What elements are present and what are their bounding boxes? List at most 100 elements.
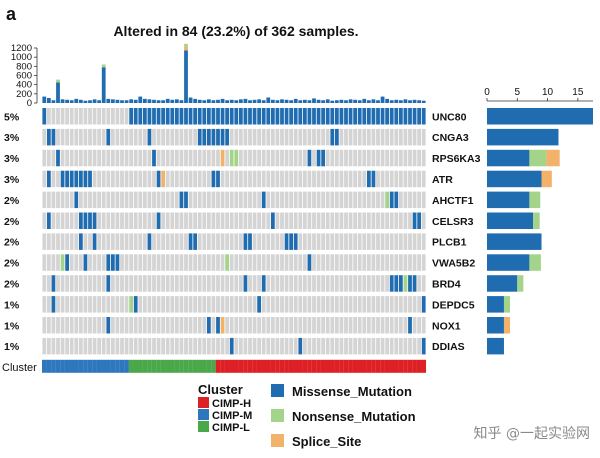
- empty-cell: [238, 212, 243, 229]
- cluster-cell-cimp-h: [357, 359, 363, 373]
- empty-cell: [56, 170, 60, 188]
- empty-cell: [362, 128, 367, 146]
- empty-cell: [293, 212, 298, 229]
- cluster-cell-cimp-h: [288, 359, 294, 373]
- empty-cell: [174, 212, 179, 229]
- empty-cell: [165, 149, 170, 167]
- empty-cell: [389, 212, 394, 229]
- empty-cell: [362, 275, 367, 292]
- cluster-cell-cimp-m: [69, 359, 75, 373]
- empty-cell: [202, 191, 207, 209]
- empty-cell: [225, 275, 230, 292]
- empty-cell: [403, 149, 408, 167]
- mutation-cell-missense: [106, 275, 111, 292]
- empty-cell: [357, 191, 362, 209]
- mutation-cell-missense: [156, 212, 161, 229]
- empty-cell: [142, 233, 147, 250]
- empty-cell: [106, 170, 111, 188]
- empty-cell: [270, 275, 275, 292]
- empty-cell: [307, 337, 312, 355]
- mutation-cell-missense: [362, 108, 367, 125]
- top-bar-missense: [344, 100, 348, 103]
- mutation-cell-missense: [51, 296, 56, 313]
- empty-cell: [115, 149, 120, 167]
- empty-cell: [270, 233, 275, 250]
- empty-cell: [398, 191, 403, 209]
- cluster-cell-cimp-h: [270, 359, 276, 373]
- mutation-cell-missense: [69, 170, 74, 188]
- empty-cell: [325, 149, 330, 167]
- empty-cell: [266, 296, 271, 313]
- empty-cell: [270, 337, 275, 355]
- empty-cell: [248, 212, 252, 229]
- cluster-legend-title: Cluster: [198, 382, 243, 397]
- top-bar-missense: [229, 99, 234, 103]
- empty-cell: [225, 170, 230, 188]
- mutation-cell-missense: [42, 108, 47, 125]
- cluster-legend-swatch: [198, 409, 209, 420]
- empty-cell: [266, 170, 271, 188]
- top-bar-missense: [184, 50, 188, 103]
- empty-cell: [302, 170, 307, 188]
- mutation-cell-missense: [261, 108, 266, 125]
- empty-cell: [156, 191, 161, 209]
- mutation-cell-missense: [206, 317, 211, 334]
- mutation-cell-missense: [316, 108, 321, 125]
- percent-label: 1%: [4, 320, 20, 332]
- top-bar-missense: [56, 82, 60, 103]
- empty-cell: [133, 170, 138, 188]
- empty-cell: [385, 296, 390, 313]
- empty-cell: [316, 128, 321, 146]
- top-bar-missense: [398, 100, 403, 103]
- cluster-cell-cimp-h: [261, 359, 267, 373]
- empty-cell: [165, 317, 170, 334]
- empty-cell: [211, 337, 216, 355]
- empty-cell: [170, 128, 175, 146]
- cluster-cell-cimp-h: [343, 359, 349, 373]
- mutation-cell-missense: [389, 108, 394, 125]
- empty-cell: [257, 191, 262, 209]
- top-bar-missense: [307, 100, 312, 103]
- cluster-cell-cimp-l: [133, 359, 139, 373]
- mutation-cell-missense: [156, 108, 161, 125]
- empty-cell: [353, 317, 358, 334]
- empty-cell: [216, 212, 220, 229]
- mutation-cell-missense: [412, 212, 417, 229]
- empty-cell: [284, 296, 289, 313]
- top-bar-extra: [101, 64, 106, 68]
- empty-cell: [316, 275, 321, 292]
- empty-cell: [188, 149, 193, 167]
- top-bar-missense: [238, 99, 243, 103]
- top-bar-missense: [371, 99, 376, 103]
- empty-cell: [69, 233, 74, 250]
- empty-cell: [170, 254, 175, 271]
- empty-cell: [325, 212, 330, 229]
- top-bar-extra: [56, 79, 60, 83]
- empty-cell: [206, 254, 211, 271]
- cluster-cell-cimp-h: [352, 359, 358, 373]
- cluster-cell-cimp-l: [188, 359, 193, 373]
- empty-cell: [83, 317, 88, 334]
- empty-cell: [170, 233, 175, 250]
- mutation-cell-missense: [83, 170, 88, 188]
- mutation-cell-missense: [78, 170, 83, 188]
- empty-cell: [170, 296, 175, 313]
- empty-cell: [129, 275, 134, 292]
- empty-cell: [211, 212, 216, 229]
- top-bar-missense: [106, 98, 111, 103]
- top-bar-missense: [138, 96, 143, 103]
- empty-cell: [129, 337, 134, 355]
- empty-cell: [398, 254, 403, 271]
- empty-cell: [289, 296, 294, 313]
- empty-cell: [252, 233, 257, 250]
- empty-cell: [161, 149, 166, 167]
- empty-cell: [275, 317, 280, 334]
- empty-cell: [243, 128, 248, 146]
- cluster-cell-cimp-h: [307, 359, 312, 373]
- empty-cell: [261, 296, 266, 313]
- empty-cell: [398, 128, 403, 146]
- empty-cell: [78, 128, 83, 146]
- empty-cell: [124, 337, 129, 355]
- empty-cell: [156, 149, 161, 167]
- cluster-legend-swatch: [198, 421, 209, 432]
